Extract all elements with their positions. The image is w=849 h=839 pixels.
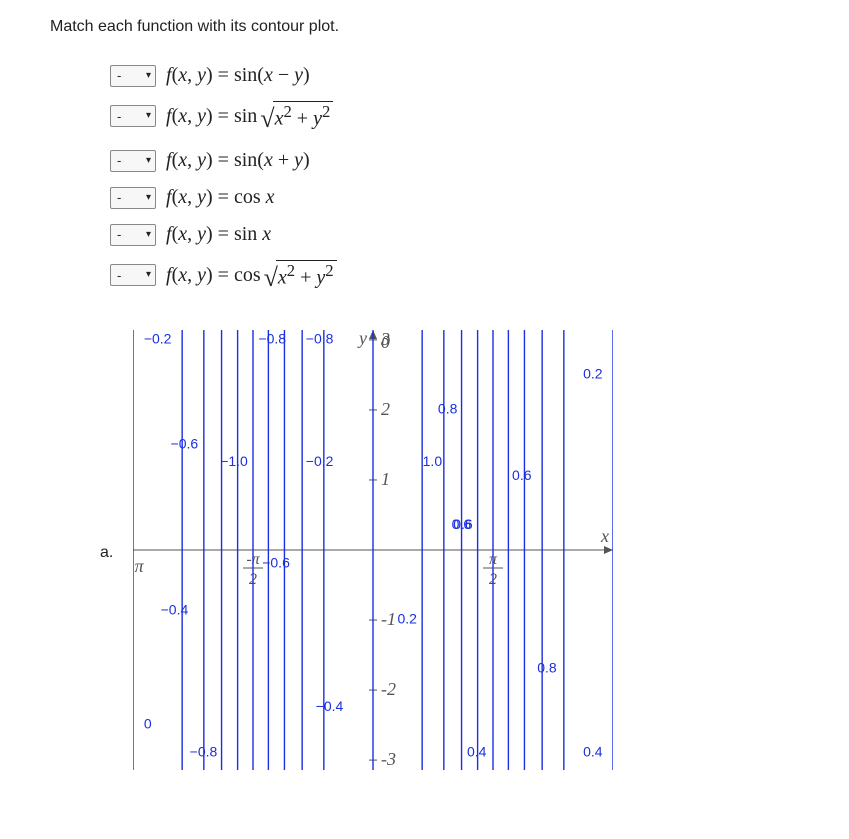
function-label-3: f(x, y) = sin(x + y): [166, 149, 310, 172]
chevron-down-icon: ▾: [146, 193, 151, 203]
svg-text:−0.4: −0.4: [161, 601, 189, 617]
function-label-2: f(x, y) = sin√x2 + y2: [166, 101, 333, 131]
contour-plot-a: -3-2-11230−π-π2π2xy1.00.80.60.40.20−0.2−…: [133, 330, 613, 775]
match-dropdown-1[interactable]: -▾: [110, 65, 156, 87]
chevron-down-icon: ▾: [146, 156, 151, 166]
svg-text:−0.6: −0.6: [171, 435, 199, 451]
svg-text:1: 1: [381, 469, 390, 489]
chevron-down-icon: ▾: [146, 230, 151, 240]
svg-text:0.8: 0.8: [438, 400, 458, 416]
chevron-down-icon: ▾: [146, 111, 151, 121]
function-label-5: f(x, y) = sin x: [166, 223, 271, 246]
match-dropdown-2[interactable]: -▾: [110, 105, 156, 127]
match-dropdown-4[interactable]: -▾: [110, 187, 156, 209]
function-label-4: f(x, y) = cos x: [166, 186, 275, 209]
match-dropdown-6[interactable]: -▾: [110, 264, 156, 286]
svg-text:0.6: 0.6: [512, 467, 532, 483]
function-list: -▾ f(x, y) = sin(x − y) -▾ f(x, y) = sin…: [110, 64, 849, 290]
svg-text:−1.0: −1.0: [221, 453, 249, 469]
svg-text:−0.4: −0.4: [316, 698, 344, 714]
plot-row-a: a. -3-2-11230−π-π2π2xy1.00.80.60.40.20−0…: [100, 330, 849, 775]
svg-text:−0.2: −0.2: [306, 453, 334, 469]
svg-text:−0.8: −0.8: [259, 330, 287, 346]
svg-text:x: x: [600, 526, 609, 546]
function-row-1: -▾ f(x, y) = sin(x − y): [110, 64, 849, 87]
svg-text:−0.2: −0.2: [144, 330, 172, 346]
svg-text:−0.6: −0.6: [263, 555, 291, 571]
svg-text:0.2: 0.2: [398, 611, 418, 627]
match-dropdown-5[interactable]: -▾: [110, 224, 156, 246]
svg-text:-3: -3: [381, 749, 396, 769]
svg-text:0: 0: [381, 332, 390, 352]
svg-text:0: 0: [144, 716, 152, 732]
svg-text:0.2: 0.2: [583, 365, 603, 381]
svg-text:2: 2: [381, 399, 390, 419]
plot-label-a: a.: [100, 544, 113, 562]
svg-text:-1: -1: [381, 609, 396, 629]
svg-text:y: y: [357, 330, 367, 348]
chevron-down-icon: ▾: [146, 71, 151, 81]
function-row-3: -▾ f(x, y) = sin(x + y): [110, 149, 849, 172]
svg-text:−0.8: −0.8: [190, 744, 218, 760]
svg-text:−π: −π: [133, 556, 145, 576]
function-row-4: -▾ f(x, y) = cos x: [110, 186, 849, 209]
chevron-down-icon: ▾: [146, 270, 151, 280]
svg-text:0.4: 0.4: [583, 744, 603, 760]
svg-text:0.8: 0.8: [538, 660, 558, 676]
svg-text:0.4: 0.4: [467, 744, 487, 760]
function-label-1: f(x, y) = sin(x − y): [166, 64, 310, 87]
svg-text:1.0: 1.0: [423, 453, 443, 469]
function-row-5: -▾ f(x, y) = sin x: [110, 223, 849, 246]
match-dropdown-3[interactable]: -▾: [110, 150, 156, 172]
function-label-6: f(x, y) = cos√x2 + y2: [166, 260, 337, 290]
svg-text:0.6: 0.6: [452, 516, 472, 532]
svg-text:-2: -2: [381, 679, 396, 699]
question-prompt: Match each function with its contour plo…: [50, 18, 849, 36]
function-row-6: -▾ f(x, y) = cos√x2 + y2: [110, 260, 849, 290]
svg-text:−0.8: −0.8: [306, 330, 334, 346]
function-row-2: -▾ f(x, y) = sin√x2 + y2: [110, 101, 849, 131]
